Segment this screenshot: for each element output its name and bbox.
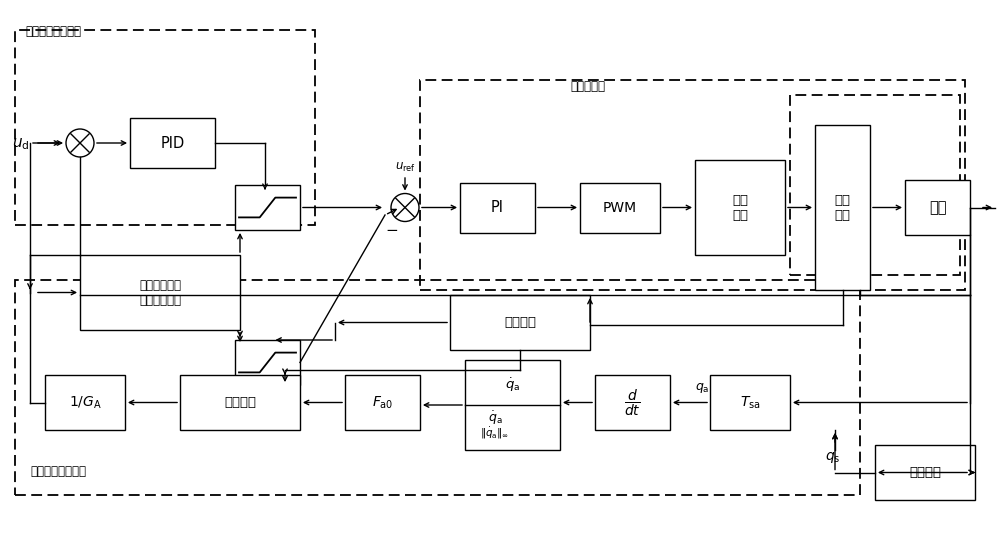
Bar <box>345 375 420 430</box>
Text: $\|\dot{q}_{\rm a}\|_{\infty}$: $\|\dot{q}_{\rm a}\|_{\infty}$ <box>480 426 510 440</box>
Bar <box>15 280 860 495</box>
Bar <box>875 445 975 500</box>
Text: $\dot{q}_{\rm a}$: $\dot{q}_{\rm a}$ <box>488 409 502 427</box>
Bar <box>580 183 660 233</box>
Bar <box>45 375 125 430</box>
Text: 转子速度控制模块: 转子速度控制模块 <box>30 465 86 478</box>
Bar <box>790 95 960 275</box>
Bar <box>130 118 215 168</box>
Text: $\dfrac{d}{dt}$: $\dfrac{d}{dt}$ <box>624 387 641 417</box>
Bar <box>15 30 315 225</box>
Text: 定子
线圈: 定子 线圈 <box>834 193 850 221</box>
Text: $1/G_{\rm A}$: $1/G_{\rm A}$ <box>69 394 101 411</box>
Text: $q_{\rm s}$: $q_{\rm s}$ <box>825 450 840 465</box>
Text: PWM: PWM <box>603 201 637 215</box>
Text: $F_{\rm a0}$: $F_{\rm a0}$ <box>372 394 393 411</box>
Text: 转子: 转子 <box>929 200 946 215</box>
Bar <box>180 375 300 430</box>
Text: $u_{\rm d}$: $u_{\rm d}$ <box>12 136 30 152</box>
Text: $T_{\rm sa}$: $T_{\rm sa}$ <box>740 394 760 411</box>
Bar <box>905 180 970 235</box>
Bar <box>710 375 790 430</box>
Bar <box>460 183 535 233</box>
Bar <box>465 360 560 450</box>
Bar <box>80 255 240 330</box>
Bar <box>450 295 590 350</box>
Text: 半桥
功率: 半桥 功率 <box>732 193 748 221</box>
Text: PI: PI <box>491 200 504 215</box>
Text: 功率放大器: 功率放大器 <box>570 80 605 93</box>
Text: 电流计算: 电流计算 <box>224 396 256 409</box>
Bar <box>595 375 670 430</box>
Text: 转子位置控制模块: 转子位置控制模块 <box>25 25 81 38</box>
Bar <box>235 185 300 230</box>
Bar <box>235 340 300 385</box>
Text: −: − <box>385 223 398 238</box>
Text: $u_{\rm ref}$: $u_{\rm ref}$ <box>395 161 416 174</box>
Text: 转子振幅及碰
撞力评估模块: 转子振幅及碰 撞力评估模块 <box>139 278 181 306</box>
Text: $\dot{q}_{\rm a}$: $\dot{q}_{\rm a}$ <box>505 376 520 394</box>
Text: $q_{\rm a}$: $q_{\rm a}$ <box>695 381 710 395</box>
Bar <box>420 80 965 290</box>
Text: 电流采样: 电流采样 <box>504 316 536 329</box>
Text: PID: PID <box>160 136 185 150</box>
Bar <box>695 160 785 255</box>
Text: 位移采样: 位移采样 <box>909 466 941 479</box>
Bar <box>815 125 870 290</box>
